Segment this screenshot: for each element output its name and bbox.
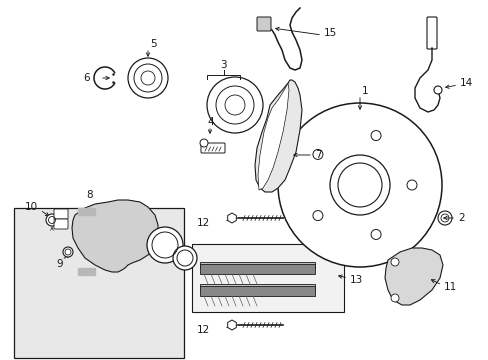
Circle shape — [329, 155, 389, 215]
Circle shape — [200, 139, 207, 147]
Circle shape — [370, 229, 380, 239]
Circle shape — [312, 211, 322, 221]
FancyBboxPatch shape — [200, 284, 314, 290]
Text: 11: 11 — [443, 282, 456, 292]
FancyBboxPatch shape — [257, 17, 270, 31]
FancyBboxPatch shape — [200, 262, 314, 268]
Circle shape — [206, 77, 263, 133]
Circle shape — [312, 149, 322, 159]
Circle shape — [390, 294, 398, 302]
Text: 7: 7 — [314, 150, 321, 160]
Text: 9: 9 — [56, 259, 62, 269]
Polygon shape — [258, 83, 288, 190]
Text: 15: 15 — [324, 28, 337, 38]
Circle shape — [390, 258, 398, 266]
Circle shape — [63, 247, 73, 257]
Circle shape — [46, 214, 58, 226]
FancyBboxPatch shape — [54, 219, 68, 229]
Text: 1: 1 — [361, 86, 368, 96]
Text: 14: 14 — [459, 78, 472, 88]
Polygon shape — [78, 208, 95, 215]
Circle shape — [173, 246, 197, 270]
Text: 12: 12 — [196, 218, 209, 228]
FancyBboxPatch shape — [192, 244, 343, 312]
FancyBboxPatch shape — [14, 208, 183, 358]
Circle shape — [128, 58, 168, 98]
FancyBboxPatch shape — [54, 209, 68, 219]
Text: 5: 5 — [150, 39, 156, 49]
Text: 4: 4 — [206, 117, 213, 127]
Text: 13: 13 — [349, 275, 363, 285]
Polygon shape — [72, 200, 158, 272]
Circle shape — [337, 163, 381, 207]
Text: 3: 3 — [220, 60, 226, 70]
Text: 8: 8 — [86, 190, 93, 200]
Circle shape — [406, 180, 416, 190]
Text: 10: 10 — [25, 202, 38, 212]
Circle shape — [370, 131, 380, 140]
Circle shape — [224, 95, 244, 115]
Circle shape — [278, 103, 441, 267]
FancyBboxPatch shape — [200, 264, 314, 274]
Polygon shape — [384, 248, 442, 305]
Circle shape — [147, 227, 183, 263]
Circle shape — [437, 211, 451, 225]
Circle shape — [433, 86, 441, 94]
Text: 2: 2 — [457, 213, 464, 223]
FancyBboxPatch shape — [201, 143, 224, 153]
FancyBboxPatch shape — [426, 17, 436, 49]
Circle shape — [141, 71, 155, 85]
Polygon shape — [78, 268, 95, 275]
Text: 6: 6 — [83, 73, 90, 83]
Polygon shape — [254, 80, 302, 192]
Text: 12: 12 — [196, 325, 209, 335]
FancyBboxPatch shape — [200, 286, 314, 296]
